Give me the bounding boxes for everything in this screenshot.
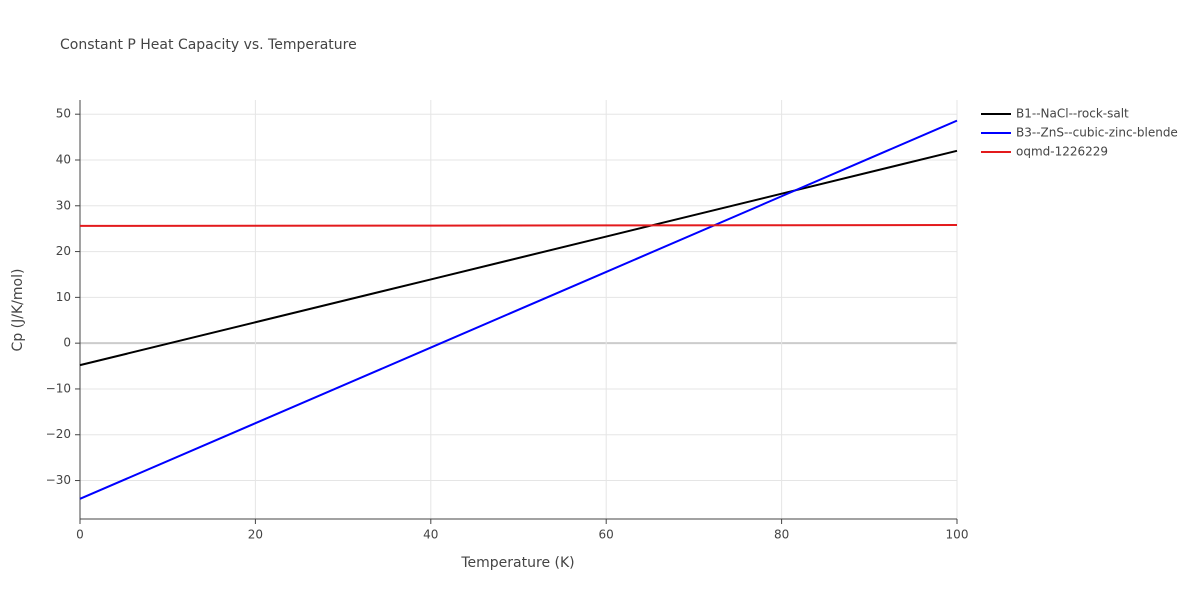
series-line xyxy=(79,224,958,227)
chart-title: Constant P Heat Capacity vs. Temperature xyxy=(60,37,357,53)
x-tick-label: 80 xyxy=(774,528,789,542)
y-tick-label: 50 xyxy=(56,107,71,121)
y-tick-label: 40 xyxy=(56,152,71,166)
series-line xyxy=(79,119,958,500)
x-tick-label: 40 xyxy=(423,528,438,542)
y-tick-label: −10 xyxy=(46,381,71,395)
x-tick-label: 60 xyxy=(599,528,614,542)
x-tick-label: 100 xyxy=(946,528,969,542)
legend-label: oqmd-1226229 xyxy=(1016,145,1108,159)
x-tick-label: 0 xyxy=(76,528,84,542)
y-tick-label: 0 xyxy=(63,336,71,350)
y-tick-label: −30 xyxy=(46,473,71,487)
y-tick-label: 20 xyxy=(56,244,71,258)
legend-label: B3--ZnS--cubic-zinc-blende xyxy=(1016,126,1178,140)
y-tick-label: 10 xyxy=(56,290,71,304)
x-axis-label: Temperature (K) xyxy=(460,555,574,571)
y-axis-label: Cp (J/K/mol) xyxy=(10,269,26,352)
y-tick-label: −20 xyxy=(46,427,71,441)
y-tick-label: 30 xyxy=(56,198,71,212)
series-line xyxy=(79,149,958,367)
legend-label: B1--NaCl--rock-salt xyxy=(1016,107,1129,121)
x-tick-label: 20 xyxy=(248,528,263,542)
